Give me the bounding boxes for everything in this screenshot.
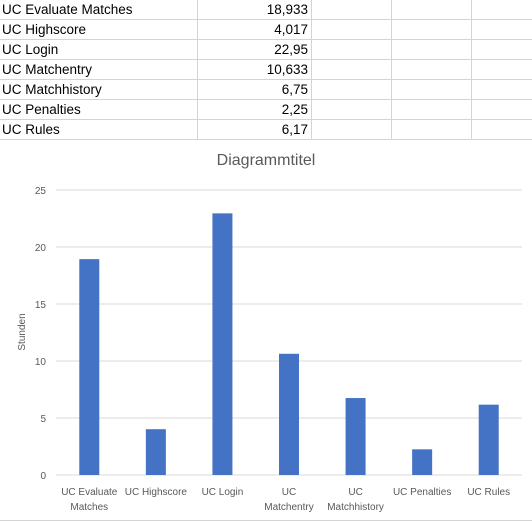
- empty-cell[interactable]: [392, 0, 472, 19]
- bar-0[interactable]: [79, 259, 100, 475]
- x-category-label: UC: [348, 487, 362, 498]
- bar-5[interactable]: [412, 449, 433, 475]
- spreadsheet-grid: UC Evaluate Matches 18,933 UC Highscore 4,0…: [0, 0, 532, 140]
- row-label-cell[interactable]: UC Penalties: [0, 100, 198, 119]
- empty-cell[interactable]: [392, 100, 472, 119]
- chart-svg: Diagrammtitel Stunden 0 5 10 15 20 25 UC Eval…: [17, 152, 522, 513]
- bar-3[interactable]: [279, 353, 299, 475]
- bar-chart[interactable]: Diagrammtitel Stunden 0 5 10 15 20 25 UC Eval…: [0, 140, 532, 523]
- table-row: UC Penalties 2,25: [0, 100, 532, 120]
- empty-cell[interactable]: [472, 120, 532, 139]
- bar-6[interactable]: [478, 404, 499, 475]
- row-label-cell[interactable]: UC Login: [0, 40, 198, 59]
- bar-2[interactable]: [212, 213, 233, 475]
- x-category-label: Matchentry: [264, 502, 313, 513]
- empty-cell[interactable]: [392, 80, 472, 99]
- empty-cell[interactable]: [472, 80, 532, 99]
- row-label-cell[interactable]: UC Matchentry: [0, 60, 198, 79]
- x-category-label: UC Evaluate: [61, 487, 118, 498]
- empty-cell[interactable]: [472, 20, 532, 39]
- empty-cell[interactable]: [472, 60, 532, 79]
- row-value-cell[interactable]: 4,017: [198, 20, 312, 39]
- empty-cell[interactable]: [312, 60, 392, 79]
- y-tick-label: 5: [40, 414, 46, 425]
- y-tick-label: 0: [40, 471, 46, 482]
- y-tick-labels: 0 5 10 15 20 25: [35, 186, 47, 482]
- empty-cell[interactable]: [472, 40, 532, 59]
- y-tick-label: 20: [35, 243, 47, 254]
- table-row: UC Login 22,95: [0, 40, 532, 60]
- chart-title: Diagrammtitel: [217, 152, 316, 169]
- y-tick-label: 25: [35, 186, 47, 197]
- table-row: UC Matchentry 10,633: [0, 60, 532, 80]
- row-label-cell[interactable]: UC Highscore: [0, 20, 198, 39]
- empty-cell[interactable]: [312, 120, 392, 139]
- row-label-cell[interactable]: UC Evaluate Matches: [0, 0, 198, 19]
- y-tick-label: 10: [35, 357, 47, 368]
- empty-cell[interactable]: [392, 120, 472, 139]
- bar-4[interactable]: [345, 398, 366, 475]
- row-value-cell[interactable]: 22,95: [198, 40, 312, 59]
- y-tick-label: 15: [35, 300, 47, 311]
- row-label-cell[interactable]: UC Matchhistory: [0, 80, 198, 99]
- row-value-cell[interactable]: 10,633: [198, 60, 312, 79]
- empty-cell[interactable]: [312, 0, 392, 19]
- row-value-cell[interactable]: 6,17: [198, 120, 312, 139]
- empty-cell[interactable]: [392, 40, 472, 59]
- x-category-label: UC: [282, 487, 296, 498]
- table-row: UC Rules 6,17: [0, 120, 532, 140]
- row-label-cell[interactable]: UC Rules: [0, 120, 198, 139]
- empty-cell[interactable]: [392, 60, 472, 79]
- sheet-bottom-gridline: [0, 520, 532, 521]
- row-value-cell[interactable]: 18,933: [198, 0, 312, 19]
- y-axis-label: Stunden: [17, 313, 28, 350]
- bars: [79, 213, 499, 475]
- empty-cell[interactable]: [312, 40, 392, 59]
- row-value-cell[interactable]: 6,75: [198, 80, 312, 99]
- x-category-label: Matches: [70, 502, 108, 513]
- x-category-label: UC Rules: [467, 487, 510, 498]
- x-category-label: UC Penalties: [393, 487, 451, 498]
- bar-1[interactable]: [145, 429, 166, 475]
- table-row: UC Evaluate Matches 18,933: [0, 0, 532, 20]
- empty-cell[interactable]: [312, 100, 392, 119]
- empty-cell[interactable]: [472, 100, 532, 119]
- empty-cell[interactable]: [312, 20, 392, 39]
- x-category-label: UC Highscore: [125, 487, 188, 498]
- x-category-labels: UC Evaluate Matches UC Highscore UC Login UC…: [61, 487, 510, 513]
- x-category-label: UC Login: [202, 487, 244, 498]
- table-row: UC Matchhistory 6,75: [0, 80, 532, 100]
- table-row: UC Highscore 4,017: [0, 20, 532, 40]
- empty-cell[interactable]: [472, 0, 532, 19]
- row-value-cell[interactable]: 2,25: [198, 100, 312, 119]
- empty-cell[interactable]: [312, 80, 392, 99]
- empty-cell[interactable]: [392, 20, 472, 39]
- x-category-label: Matchhistory: [327, 502, 384, 513]
